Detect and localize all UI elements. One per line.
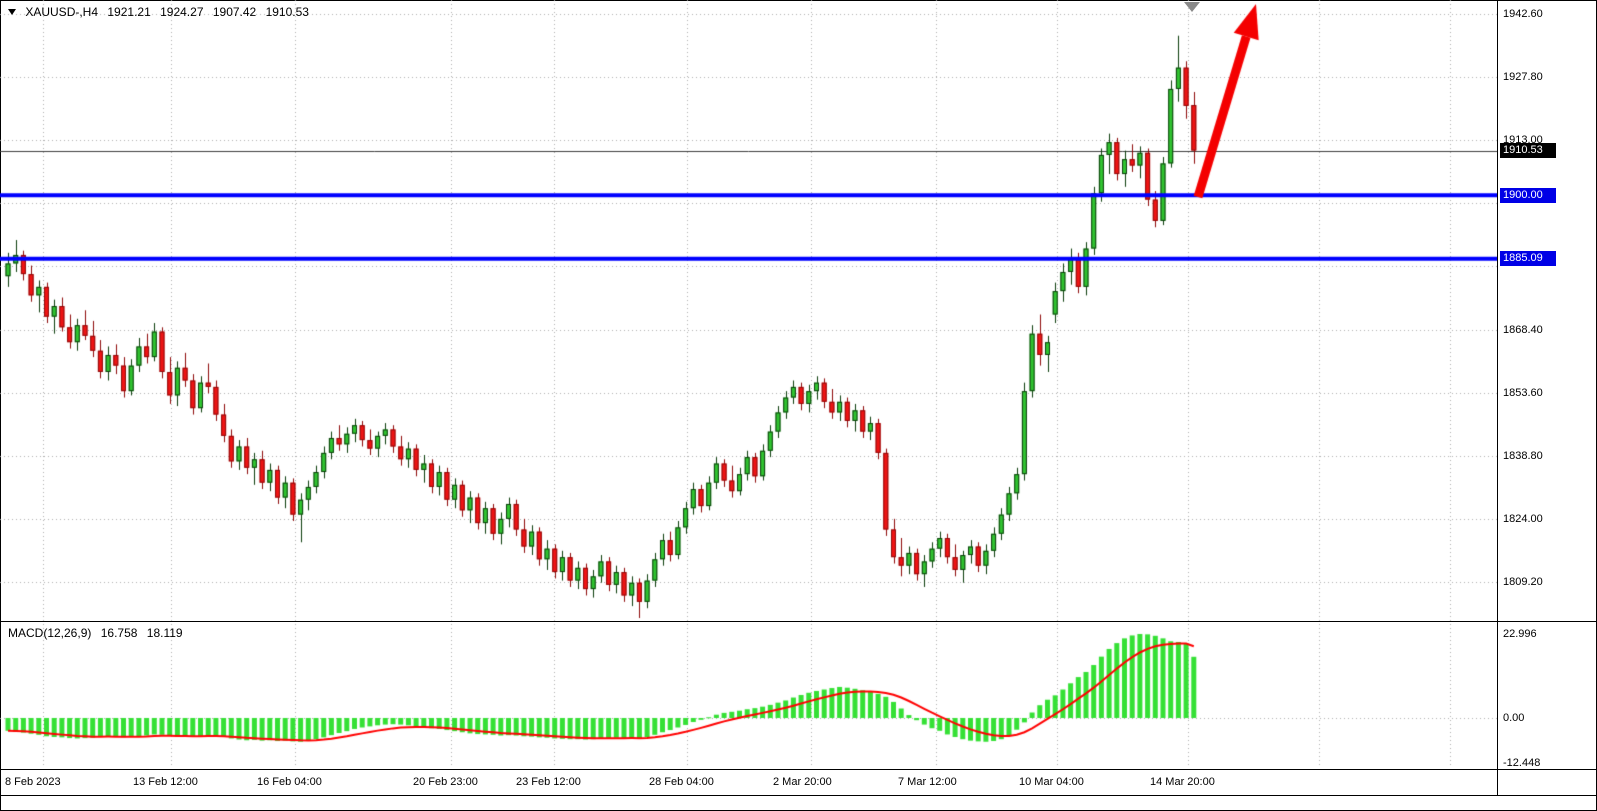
macd-label: MACD(12,26,9) — [8, 626, 92, 640]
price-axis-label: 1942.60 — [1503, 8, 1543, 20]
price-axis-label: 1838.80 — [1503, 449, 1543, 462]
ohlc-close-value: 1910.53 — [265, 5, 309, 19]
time-axis-label: 14 Mar 20:00 — [1150, 776, 1215, 788]
macd-axis-label-min: -12.448 — [1503, 757, 1541, 769]
ohlc-low-value: 1907.42 — [212, 5, 257, 19]
panel-separator[interactable] — [0, 621, 1597, 622]
macd-signal-value: 18.119 — [146, 626, 183, 640]
price-axis-label: 1809.20 — [1503, 575, 1543, 588]
chart-canvas[interactable] — [0, 0, 1497, 796]
macd-axis-label-max: 22.996 — [1503, 628, 1537, 640]
ohlc-open-value: 1921.21 — [107, 5, 151, 19]
time-axis-label: 7 Mar 12:00 — [898, 776, 957, 788]
current-price-badge: 1910.53 — [1500, 143, 1556, 158]
price-axis-label: 1853.60 — [1503, 386, 1543, 399]
price-axis[interactable]: 1910.53 1900.00 1885.09 22.996 0.00 -12.… — [1498, 0, 1597, 796]
time-axis-label: 28 Feb 04:00 — [649, 776, 714, 788]
chart-title: XAUUSD-,H4 1921.21 1924.27 1907.42 1910.… — [8, 5, 315, 19]
macd-axis-label-zero: 0.00 — [1503, 712, 1525, 724]
price-axis-separator — [1497, 0, 1498, 796]
time-axis-label: 13 Feb 12:00 — [133, 776, 198, 788]
ohlc-high-value: 1924.27 — [160, 5, 204, 19]
symbol-period-label: XAUUSD-,H4 — [25, 5, 99, 19]
time-axis-label: 8 Feb 2023 — [5, 776, 61, 788]
time-axis-label: 16 Feb 04:00 — [257, 776, 322, 788]
price-axis-label: 1868.40 — [1503, 323, 1543, 336]
chart-shift-marker-icon[interactable] — [1184, 2, 1200, 12]
time-axis-label: 2 Mar 20:00 — [773, 776, 832, 788]
symbol-marker-icon — [8, 9, 16, 15]
macd-main-value: 16.758 — [100, 626, 138, 640]
level-badge-1900: 1900.00 — [1500, 187, 1556, 203]
time-axis[interactable]: 8 Feb 2023 13 Feb 12:00 16 Feb 04:00 20 Feb… — [0, 770, 1497, 795]
timeaxis-separator — [0, 769, 1597, 770]
bottom-border — [0, 795, 1597, 796]
level-badge-1885: 1885.09 — [1500, 251, 1556, 267]
price-axis-label: 1927.80 — [1503, 71, 1543, 83]
time-axis-label: 23 Feb 12:00 — [516, 776, 581, 788]
time-axis-label: 20 Feb 23:00 — [413, 776, 478, 788]
macd-header: MACD(12,26,9) 16.758 18.119 — [8, 626, 189, 640]
price-axis-label: 1824.00 — [1503, 512, 1543, 525]
time-axis-label: 10 Mar 04:00 — [1019, 776, 1084, 788]
